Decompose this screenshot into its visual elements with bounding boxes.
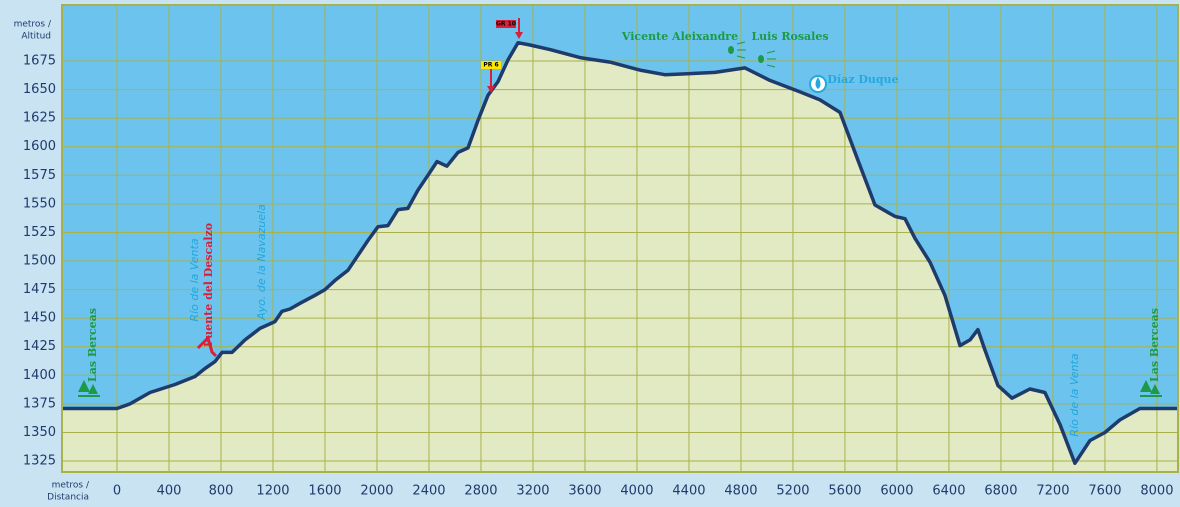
x-tick-label: 7600: [1088, 484, 1121, 499]
fountain-icon: [758, 50, 776, 68]
annotation: Díaz Duque: [827, 73, 898, 86]
y-tick-label: 1325: [23, 454, 56, 469]
x-tick-label: 5600: [828, 484, 861, 499]
y-tick-label: 1550: [23, 196, 56, 211]
y-tick-label: 1500: [23, 254, 56, 269]
x-tick-label: 3200: [516, 484, 549, 499]
y-tick-label: 1650: [23, 82, 56, 97]
x-tick-label: 3600: [568, 484, 601, 499]
x-tick-label: 7200: [1036, 484, 1069, 499]
x-tick-label: 400: [157, 484, 182, 499]
y-tick-label: 1350: [23, 425, 56, 440]
annotation: GR 10: [496, 21, 516, 28]
y-tick-label: 1600: [23, 139, 56, 154]
tree-icon: [1140, 380, 1162, 397]
y-tick-label: 1525: [23, 225, 56, 240]
annotation: Vicente Aleixandre: [621, 30, 738, 43]
annotation: Luis Rosales: [751, 30, 828, 43]
x-tick-label: 6400: [932, 484, 965, 499]
x-tick-label: 6800: [984, 484, 1017, 499]
y-tick-label: 1450: [23, 311, 56, 326]
tree-icon: [78, 380, 100, 397]
x-tick-label: 5200: [776, 484, 809, 499]
x-tick-label: 1200: [256, 484, 289, 499]
x-tick-label: 6000: [880, 484, 913, 499]
x-tick-label: 8000: [1140, 484, 1173, 499]
plot-border: [61, 4, 1179, 473]
plot-area: [61, 4, 1179, 473]
water-icon: [809, 75, 827, 93]
area: [62, 42, 1178, 472]
x-tick-label: 2400: [412, 484, 445, 499]
x-tick-label: 0: [113, 484, 121, 499]
y-axis-label: Altitud: [21, 32, 51, 42]
profile-line: [62, 40, 1178, 466]
annotation: Las Berceas: [1148, 308, 1161, 382]
y-tick-label: 1425: [23, 339, 56, 354]
bridge-icon: [196, 335, 218, 358]
x-tick-label: 4400: [672, 484, 705, 499]
y-axis-label: metros /: [14, 20, 52, 30]
x-tick-label: 2800: [464, 484, 497, 499]
annotation: Las Berceas: [86, 308, 99, 382]
arrow-head: [515, 32, 523, 39]
y-tick-label: 1475: [23, 282, 56, 297]
y-tick-label: 1675: [23, 54, 56, 69]
x-tick-label: 800: [209, 484, 234, 499]
annotation: Puente del Descalzo: [202, 223, 215, 347]
x-axis-label: Distancia: [47, 493, 89, 503]
x-tick-label: 4800: [724, 484, 757, 499]
annotation: Ayo. de la Navazuela: [255, 204, 268, 321]
x-axis-label: metros /: [52, 481, 90, 491]
annotation: Río de la Venta: [188, 238, 201, 321]
arrow-head: [487, 86, 495, 93]
x-tick-label: 2000: [360, 484, 393, 499]
icons: [78, 18, 1162, 397]
labels: 1325 1350 1375 1400 1425 1450 1475 1500 1525 1550…: [14, 20, 1174, 503]
x-tick-label: 1600: [308, 484, 341, 499]
gr-sign: [496, 20, 516, 28]
y-tick-label: 1625: [23, 111, 56, 126]
y-tick-label: 1375: [23, 396, 56, 411]
annotation: PR 6: [483, 62, 498, 69]
x-tick-label: 4000: [620, 484, 653, 499]
y-tick-label: 1575: [23, 168, 56, 183]
fountain-icon: [728, 41, 746, 59]
pr-sign: [481, 61, 501, 69]
annotation: Río de la Venta: [1068, 353, 1081, 436]
y-tick-label: 1400: [23, 368, 56, 383]
